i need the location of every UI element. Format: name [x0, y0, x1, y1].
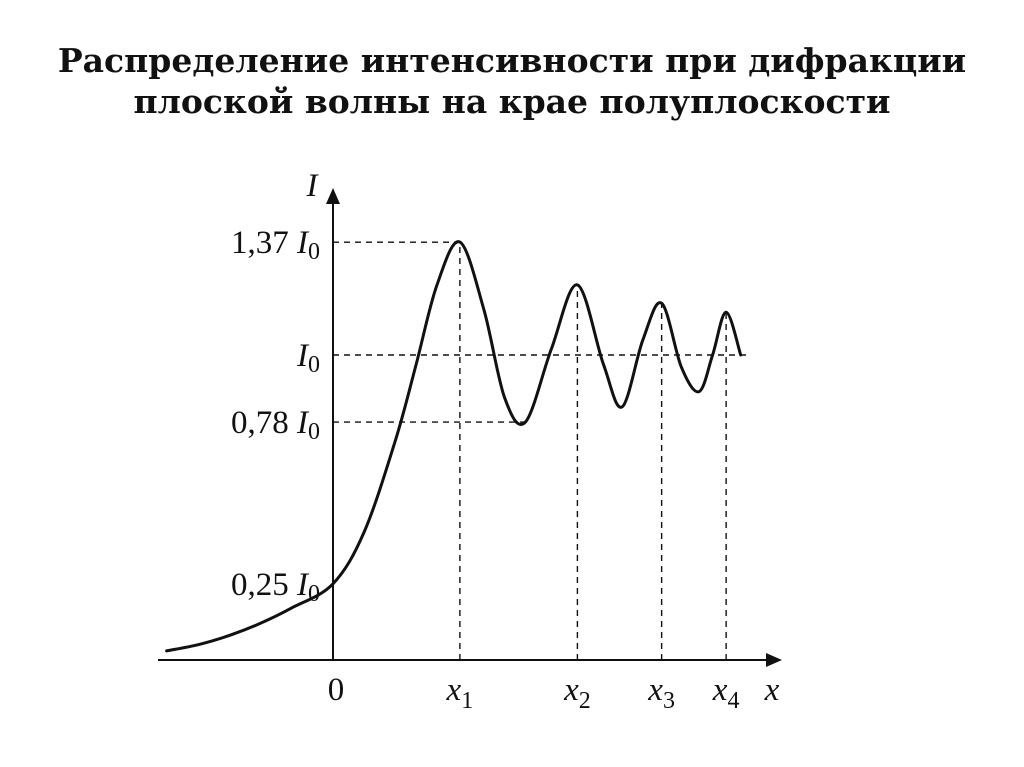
- chart-title-line-2: плоской волны на крае полуплоскости: [133, 82, 890, 121]
- y-tick-label-1: 1,37 I0: [231, 225, 320, 265]
- guide-lines: [333, 241, 748, 660]
- y-tick-label-4: 0,25 I0: [231, 567, 320, 607]
- x-tick-label-2: x2: [563, 672, 591, 714]
- y-tick-label-3: 0,78 I0: [231, 405, 320, 445]
- x-tick-label-3: x3: [647, 672, 675, 714]
- x-tick-label-4: x4: [712, 672, 740, 714]
- x-tick-label-1: x1: [446, 672, 474, 714]
- curve-layer: [165, 240, 743, 653]
- y-tick-label-2: I0: [296, 338, 320, 378]
- y-axis-label: I: [306, 168, 320, 204]
- chart-title-line-1: Распределение интенсивности при дифракци…: [58, 41, 966, 80]
- x-axis-label: x: [764, 672, 780, 708]
- axis-labels: 1,37 I0 I0 0,78 I0 0,25 I0 x1 x2 x3 x4 0 x I: [231, 168, 780, 714]
- x-axis-arrow: [766, 653, 782, 667]
- y-axis-arrow: [326, 188, 340, 204]
- intensity-curve: [165, 240, 743, 653]
- origin-label: 0: [328, 672, 345, 708]
